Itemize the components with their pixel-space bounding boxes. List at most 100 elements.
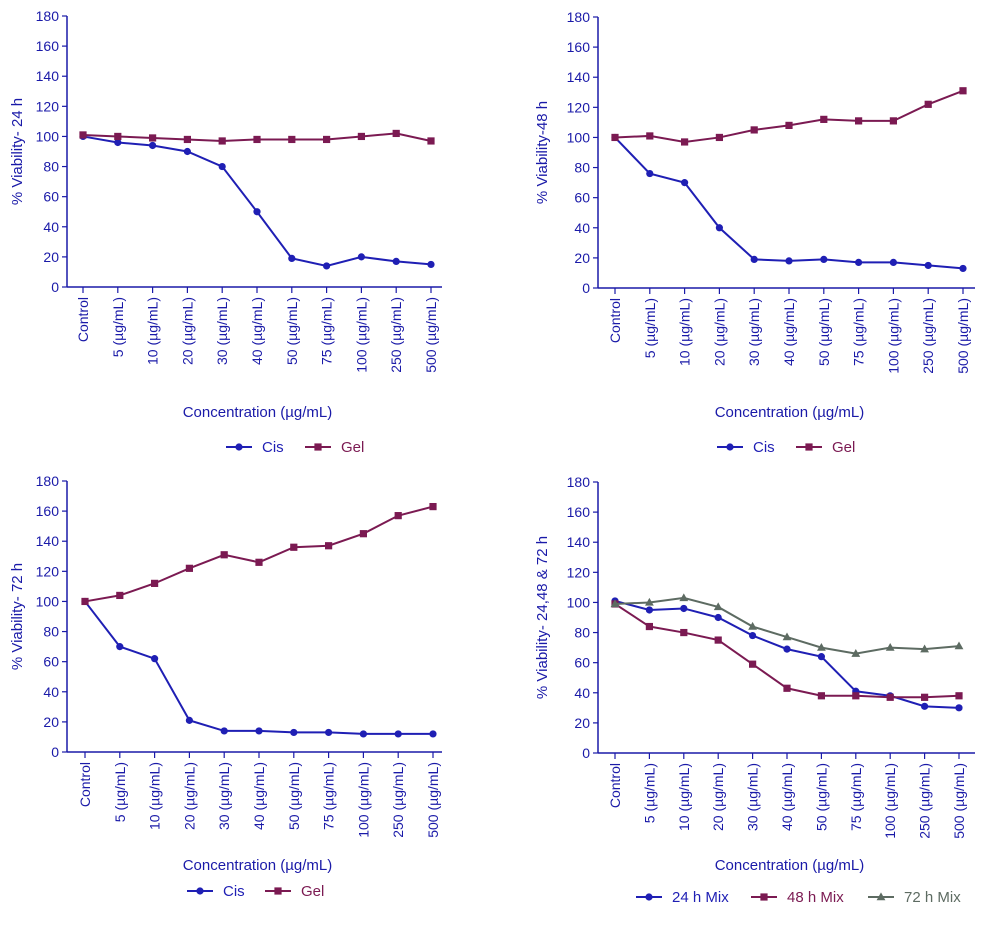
x-tick-label: Control bbox=[75, 297, 91, 342]
x-tick-label: 50 (µg/mL) bbox=[286, 762, 302, 830]
data-point bbox=[81, 597, 89, 606]
data-point bbox=[325, 728, 333, 737]
data-point bbox=[183, 147, 191, 156]
data-point bbox=[394, 730, 402, 738]
y-tick-label: 100 bbox=[36, 593, 60, 609]
data-point bbox=[645, 622, 653, 631]
data-point bbox=[924, 261, 932, 270]
series-circle bbox=[81, 597, 437, 738]
y-axis-title: % Viability- 24 h bbox=[9, 98, 26, 205]
series-circle bbox=[611, 597, 963, 712]
x-tick-label: 30 (µg/mL) bbox=[216, 762, 232, 830]
data-point bbox=[220, 551, 228, 559]
x-tick-label: 30 (µg/mL) bbox=[745, 763, 761, 831]
x-tick-label: 40 (µg/mL) bbox=[781, 298, 797, 366]
y-tick-label: 120 bbox=[36, 563, 60, 579]
y-tick-label: 20 bbox=[574, 715, 590, 731]
data-point bbox=[783, 684, 791, 692]
data-point bbox=[288, 135, 296, 144]
y-tick-label: 160 bbox=[567, 504, 591, 520]
x-tick-label: 100 (µg/mL) bbox=[353, 297, 369, 373]
x-tick-label: 500 (µg/mL) bbox=[955, 298, 971, 374]
data-point bbox=[955, 704, 963, 712]
x-tick-label: 5 (µg/mL) bbox=[641, 763, 657, 823]
x-tick-label: 10 (µg/mL) bbox=[676, 763, 692, 831]
legend-swatch-marker bbox=[760, 893, 768, 901]
x-axis-title: Concentration (µg/mL) bbox=[183, 857, 333, 874]
data-point bbox=[359, 730, 367, 738]
series-line bbox=[614, 136, 964, 270]
data-point bbox=[253, 135, 261, 144]
data-point bbox=[959, 264, 967, 273]
x-tick-label: 250 (µg/mL) bbox=[917, 763, 933, 839]
data-point bbox=[855, 258, 863, 267]
legend-label: 48 h Mix bbox=[787, 889, 844, 906]
legend-swatch-marker bbox=[726, 443, 734, 451]
data-point bbox=[715, 224, 724, 232]
data-point bbox=[610, 599, 620, 608]
legend-label: Cis bbox=[262, 439, 284, 456]
legend-entry: 72 h Mix bbox=[868, 889, 961, 906]
y-tick-label: 40 bbox=[43, 219, 59, 235]
y-tick-label: 160 bbox=[36, 503, 60, 519]
y-tick-label: 0 bbox=[51, 744, 59, 760]
data-point bbox=[680, 628, 688, 637]
data-point bbox=[427, 137, 435, 145]
x-tick-label: 75 (µg/mL) bbox=[851, 298, 867, 366]
data-point bbox=[392, 129, 400, 138]
data-point bbox=[255, 727, 263, 735]
x-tick-label: 500 (µg/mL) bbox=[951, 763, 967, 839]
legend-label: Gel bbox=[832, 439, 855, 456]
x-tick-label: 40 (µg/mL) bbox=[779, 763, 795, 831]
data-point bbox=[817, 692, 825, 700]
data-point bbox=[359, 530, 367, 538]
x-tick-label: 500 (µg/mL) bbox=[425, 762, 441, 838]
data-point bbox=[646, 169, 654, 178]
y-tick-label: 180 bbox=[36, 8, 60, 24]
x-tick-label: 10 (µg/mL) bbox=[145, 297, 161, 365]
legend-entry: 24 h Mix bbox=[636, 889, 729, 906]
data-point bbox=[253, 208, 261, 216]
legend-swatch-marker bbox=[805, 443, 813, 451]
x-tick-label: 250 (µg/mL) bbox=[390, 762, 406, 838]
data-point bbox=[681, 138, 689, 146]
x-tick-label: 20 (µg/mL) bbox=[179, 297, 195, 365]
y-tick-label: 60 bbox=[574, 190, 590, 206]
data-point bbox=[185, 564, 193, 572]
data-point bbox=[427, 260, 435, 269]
data-point bbox=[323, 262, 331, 270]
y-tick-label: 20 bbox=[43, 249, 59, 265]
x-tick-label: 100 (µg/mL) bbox=[355, 762, 371, 838]
x-tick-label: 75 (µg/mL) bbox=[321, 762, 337, 830]
x-tick-label: 75 (µg/mL) bbox=[848, 763, 864, 831]
data-point bbox=[750, 255, 758, 263]
x-tick-label: 50 (µg/mL) bbox=[284, 297, 300, 365]
series-line bbox=[614, 596, 960, 655]
y-tick-label: 60 bbox=[43, 654, 59, 670]
data-point bbox=[889, 117, 897, 125]
series-square bbox=[611, 87, 967, 146]
legend-swatch-marker bbox=[645, 893, 653, 901]
y-tick-label: 0 bbox=[582, 280, 590, 296]
data-point bbox=[255, 558, 263, 566]
legend-entry: Cis bbox=[717, 439, 775, 456]
chart-panel-1: 0 20 40 60 80 100 120 140 160 180 Control 5 (µg/mL)… bbox=[9, 8, 442, 456]
data-point bbox=[921, 702, 929, 710]
data-point bbox=[357, 253, 365, 261]
y-tick-label: 180 bbox=[567, 474, 591, 490]
data-point bbox=[680, 604, 688, 613]
y-tick-label: 120 bbox=[36, 98, 60, 114]
y-tick-label: 180 bbox=[567, 9, 591, 25]
y-tick-label: 140 bbox=[36, 68, 60, 84]
chart-panel-2: 0 20 40 60 80 100 120 140 160 180 Control 5 (µg/mL)… bbox=[534, 9, 975, 456]
data-point bbox=[290, 728, 298, 737]
data-point bbox=[820, 255, 828, 263]
y-tick-label: 140 bbox=[36, 533, 60, 549]
legend-swatch-marker bbox=[876, 892, 886, 901]
x-tick-label: 250 (µg/mL) bbox=[920, 298, 936, 374]
legend-label: Cis bbox=[223, 883, 245, 900]
legend-label: Gel bbox=[301, 883, 324, 900]
y-tick-label: 80 bbox=[43, 159, 59, 175]
y-axis-title: % Viability-48 h bbox=[534, 101, 551, 204]
chart-panel-4: 0 20 40 60 80 100 120 140 160 180 Control 5 (µg/mL)… bbox=[534, 474, 975, 906]
